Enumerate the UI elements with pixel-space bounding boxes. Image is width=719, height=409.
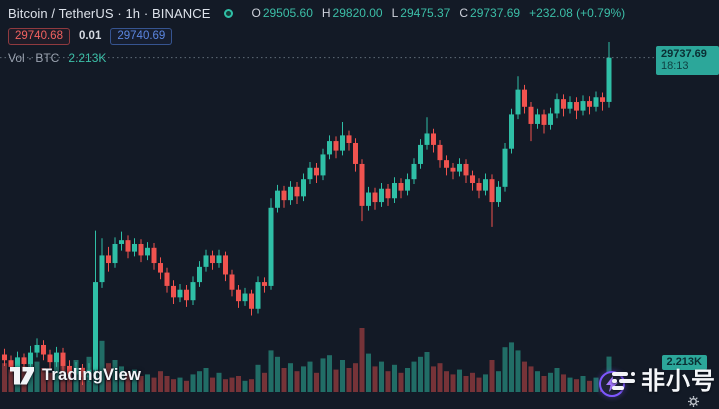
low-value: 29475.37 [400,6,451,20]
tradingview-wordmark: TradingView [42,366,142,384]
gear-icon [688,396,699,407]
sell-button[interactable]: 29740.68 [8,27,70,45]
volume-indicator-legend[interactable]: Vol · BTC 2.213K [8,51,625,65]
trade-buttons-row: 29740.68 0.01 29740.69 [8,27,625,45]
spread-value: 0.01 [78,30,102,42]
volume-indicator-value: 2.213K [68,51,107,65]
close-value: 29737.69 [470,6,521,20]
feixiaohao-wordmark: 非小号 [641,367,716,395]
volume-badge: 2.213K [661,355,707,370]
candles [2,42,612,385]
high-value: 29820.00 [332,6,383,20]
volume-bars [2,328,612,392]
close-label: C [459,6,469,20]
last-price-badge[interactable]: 29737.69 18:13 [656,46,719,76]
feixiaohao-watermark: 非小号 [612,368,716,394]
last-price-badge-value: 29737.69 [661,48,707,61]
countdown-timer: 18:13 [661,60,689,73]
market-open-icon[interactable] [224,8,234,18]
tradingview-icon [10,366,34,384]
change-value: +232.08 (+0.79%) [529,6,626,20]
symbol-title[interactable]: Bitcoin / TetherUS · 1h · BINANCE [8,5,211,21]
volume-indicator-label: Vol · BTC [8,51,60,65]
symbol-row: Bitcoin / TetherUS · 1h · BINANCE O 29505… [8,5,625,21]
lightning-icon [606,376,618,392]
buy-button[interactable]: 29740.69 [110,27,173,45]
open-value: 29505.60 [262,6,313,20]
tradingview-attribution[interactable]: TradingView [10,366,141,385]
low-label: L [391,6,399,20]
open-label: O [251,6,261,20]
chart-legend: Bitcoin / TetherUS · 1h · BINANCE O 29505… [8,5,625,65]
ohlc-readout: O 29505.60 H 29820.00 L 29475.37 C 29737.69 … [251,6,625,20]
high-label: H [321,6,331,20]
feixiaohao-logo-icon [612,371,635,391]
